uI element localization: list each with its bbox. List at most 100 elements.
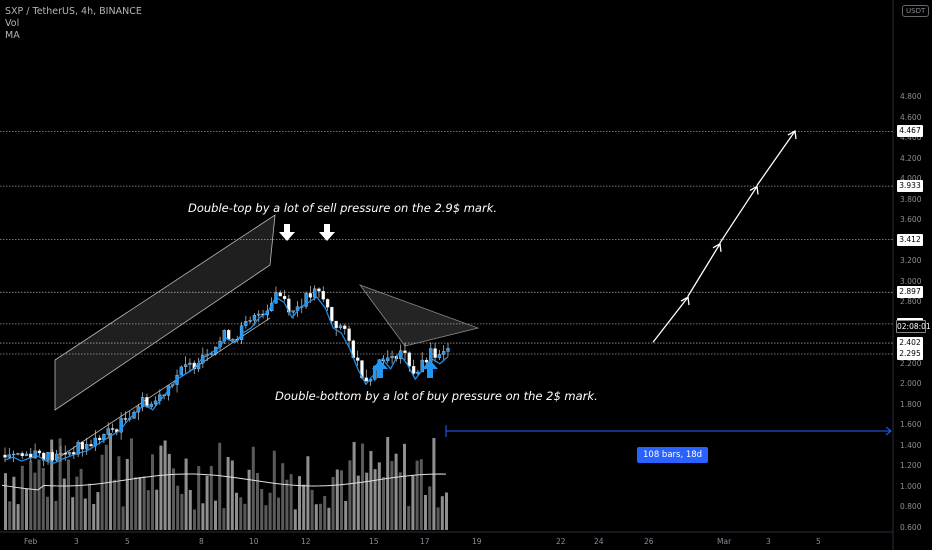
- candle-body[interactable]: [59, 452, 63, 455]
- channel-lower-line[interactable]: [54, 317, 271, 461]
- time-axis-tick: 12: [301, 537, 311, 546]
- candle-body[interactable]: [407, 352, 411, 367]
- candle-body[interactable]: [33, 450, 37, 459]
- volume-bar: [142, 476, 146, 530]
- candle-body[interactable]: [364, 377, 368, 382]
- volume-bar: [335, 469, 339, 530]
- candle-body[interactable]: [67, 452, 72, 455]
- candle-body[interactable]: [321, 291, 325, 300]
- projection-segment[interactable]: [756, 130, 796, 186]
- price-axis-tick: 1.600: [900, 420, 922, 430]
- candle-body[interactable]: [37, 450, 42, 454]
- candle-body[interactable]: [46, 452, 50, 461]
- volume-bar: [62, 478, 66, 530]
- volume-bar: [398, 472, 402, 530]
- candle-body[interactable]: [183, 364, 188, 368]
- projection-segment[interactable]: [719, 186, 758, 244]
- volume-bar: [382, 476, 385, 530]
- volume-bar: [88, 483, 91, 530]
- candle-body[interactable]: [50, 452, 54, 461]
- projection-segment[interactable]: [687, 243, 721, 297]
- candle-body[interactable]: [188, 362, 192, 365]
- candle-body[interactable]: [403, 350, 407, 353]
- candle-body[interactable]: [89, 444, 93, 447]
- volume-bar: [50, 439, 54, 530]
- candle-body[interactable]: [153, 400, 158, 405]
- volume-bar: [407, 506, 411, 530]
- candle-body[interactable]: [317, 288, 321, 292]
- candle-body[interactable]: [24, 453, 29, 457]
- candle-body[interactable]: [97, 437, 102, 441]
- candle-body[interactable]: [85, 444, 89, 450]
- volume-bar: [348, 460, 352, 530]
- candle-body[interactable]: [3, 454, 7, 458]
- candle-body[interactable]: [179, 366, 183, 376]
- candle-body[interactable]: [356, 357, 360, 361]
- price-ma-line[interactable]: [4, 296, 449, 464]
- candle-body[interactable]: [282, 295, 287, 300]
- ma-indicator-label[interactable]: MA: [5, 30, 20, 41]
- candle-body[interactable]: [304, 293, 308, 307]
- candle-body[interactable]: [54, 453, 59, 461]
- candle-body[interactable]: [76, 442, 80, 455]
- projection-segment[interactable]: [652, 296, 689, 343]
- volume-ma-line[interactable]: [1, 473, 447, 491]
- candle-body[interactable]: [11, 453, 16, 456]
- candle-body[interactable]: [424, 359, 429, 363]
- candle-body[interactable]: [325, 299, 330, 308]
- candle-body[interactable]: [80, 442, 85, 450]
- candle-body[interactable]: [347, 328, 351, 341]
- volume-bar: [172, 468, 175, 530]
- currency-badge[interactable]: USDT: [902, 5, 930, 17]
- candle-body[interactable]: [416, 371, 420, 374]
- volume-bar: [268, 492, 272, 530]
- price-axis-tick: 1.800: [900, 399, 922, 409]
- triangle-pattern[interactable]: [358, 284, 480, 347]
- candle-body[interactable]: [252, 314, 257, 321]
- candle-body[interactable]: [330, 307, 334, 322]
- date-range-label[interactable]: 108 bars, 18d: [637, 447, 709, 463]
- candle-body[interactable]: [231, 338, 235, 341]
- candle-body[interactable]: [334, 320, 338, 329]
- candle-body[interactable]: [390, 356, 394, 359]
- candle-body[interactable]: [257, 313, 261, 316]
- candle-body[interactable]: [278, 292, 282, 297]
- candle-body[interactable]: [291, 310, 295, 313]
- candle-body[interactable]: [119, 418, 123, 433]
- symbol-title[interactable]: SXP / TetherUS, 4h, BINANCE: [5, 6, 142, 17]
- volume-bar: [25, 488, 28, 530]
- candle-body[interactable]: [244, 321, 248, 326]
- candle-body[interactable]: [20, 453, 24, 457]
- double-bottom-annotation[interactable]: Double-bottom by a lot of buy pressure o…: [275, 389, 598, 403]
- candle-body[interactable]: [420, 359, 424, 373]
- candle-body[interactable]: [227, 330, 231, 340]
- candle-body[interactable]: [110, 428, 115, 430]
- candle-body[interactable]: [149, 403, 153, 407]
- candle-body[interactable]: [63, 452, 67, 455]
- bar-countdown: 02:08:01: [896, 320, 931, 333]
- volume-bar: [344, 500, 348, 530]
- candle-body[interactable]: [411, 366, 416, 374]
- candle-body[interactable]: [7, 454, 11, 458]
- candle-body[interactable]: [123, 418, 128, 420]
- candle-body[interactable]: [248, 320, 252, 322]
- volume-bar: [352, 442, 356, 530]
- candle-body[interactable]: [106, 428, 110, 435]
- volume-bar: [356, 475, 360, 530]
- double-top-annotation[interactable]: Double-top by a lot of sell pressure on …: [188, 201, 498, 215]
- candle-body[interactable]: [343, 325, 347, 329]
- vol-indicator-label[interactable]: Vol: [5, 18, 20, 29]
- candle-body[interactable]: [386, 357, 390, 361]
- candle-body[interactable]: [437, 354, 442, 358]
- candle-body[interactable]: [446, 348, 450, 352]
- candle-body[interactable]: [313, 288, 317, 298]
- candle-body[interactable]: [433, 348, 437, 358]
- candle-body[interactable]: [16, 453, 20, 455]
- candle-body[interactable]: [338, 325, 343, 329]
- candle-body[interactable]: [442, 351, 446, 355]
- ascending-channel[interactable]: [54, 214, 276, 411]
- volume-bar: [289, 474, 293, 530]
- candle-body[interactable]: [308, 293, 313, 298]
- volume-bar: [75, 476, 79, 530]
